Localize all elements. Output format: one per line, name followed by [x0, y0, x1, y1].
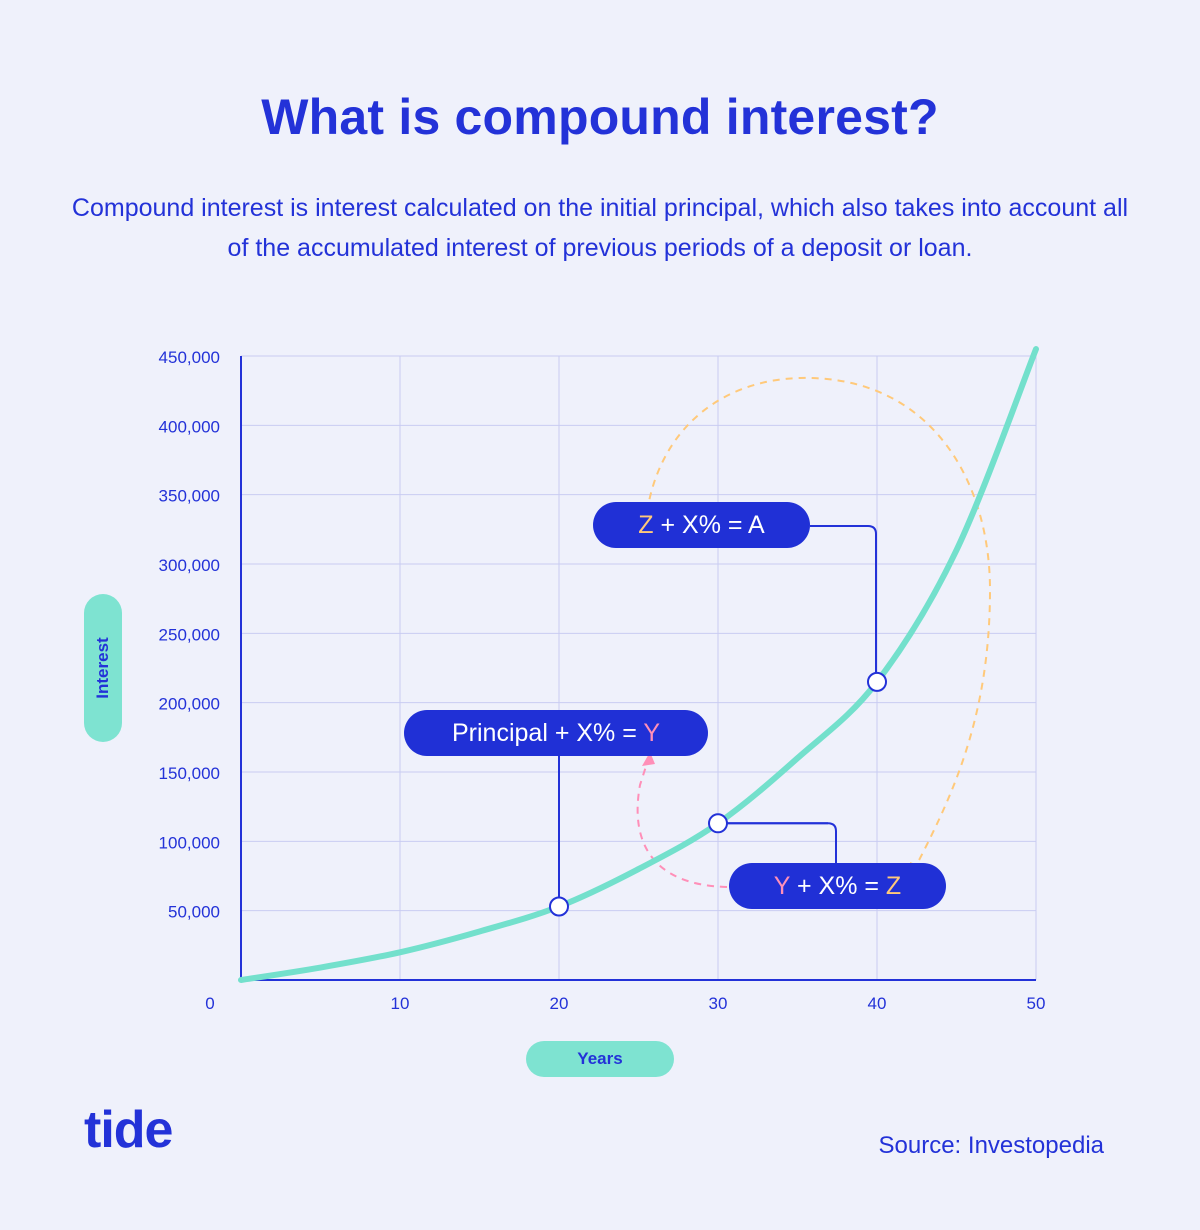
chart-highlight-points: [549, 671, 887, 917]
arrow-z-to-z: [646, 376, 992, 869]
x-tick-label: 40: [868, 994, 887, 1013]
annotation-y-var-z: Z: [885, 872, 902, 900]
highlight-point: [549, 896, 569, 917]
chart-series: [238, 346, 1039, 983]
annotation-y-var-y: Y: [773, 872, 791, 900]
chart-axes: [240, 356, 1036, 981]
x-tick-label: 0: [205, 994, 214, 1013]
annotation-principal-bubble: Principal + X% = Y: [404, 710, 708, 756]
y-tick-label: 450,000: [159, 348, 220, 367]
source-note: Source: Investopedia: [878, 1132, 1104, 1159]
y-tick-label: 50,000: [168, 903, 220, 922]
chart-tick-labels: 50,000 100,000 150,000 200,000 250,000 300,00…: [159, 348, 1046, 1013]
x-tick-label: 20: [550, 994, 569, 1013]
y-tick-label: 150,000: [159, 764, 220, 783]
connector-z: [810, 525, 877, 673]
y-tick-label: 100,000: [159, 833, 220, 852]
y-axis-label-pill: [84, 594, 122, 742]
annotation-principal-var-y: Y: [643, 719, 660, 747]
highlight-point: [867, 671, 887, 692]
annotation-z-bubble: Z + X% = A: [593, 502, 810, 548]
annotation-z-var-z: Z: [638, 511, 654, 539]
x-tick-label: 30: [709, 994, 728, 1013]
x-tick-label: 10: [391, 994, 410, 1013]
arrow-y-to-y: [636, 759, 728, 888]
annotation-y-bubble: Y + X% = Z: [729, 863, 946, 909]
y-tick-label: 250,000: [159, 625, 220, 644]
highlight-point: [708, 813, 728, 834]
x-axis-label: Years: [526, 1041, 674, 1077]
annotation-principal-text: Principal + X% =: [452, 719, 644, 747]
tide-logo: tide: [84, 1101, 173, 1159]
annotation-z-text: + X% = A: [653, 511, 765, 539]
x-tick-label: 50: [1027, 994, 1046, 1013]
y-tick-label: 300,000: [159, 556, 220, 575]
y-tick-label: 350,000: [159, 487, 220, 506]
arrow-head-pink-1: [642, 752, 655, 766]
y-axis-label: Interest: [93, 637, 112, 699]
page-title: What is compound interest?: [261, 89, 939, 145]
connector-y: [727, 822, 837, 863]
series-line: [238, 346, 1039, 983]
y-tick-label: 200,000: [159, 695, 220, 714]
page-subtitle: Compound interest is interest calculated…: [71, 194, 1129, 262]
annotation-y-text: + X% =: [790, 872, 886, 900]
y-tick-label: 400,000: [159, 417, 220, 436]
annotation-connectors: [558, 525, 877, 898]
annotation-arrows: [636, 376, 992, 893]
